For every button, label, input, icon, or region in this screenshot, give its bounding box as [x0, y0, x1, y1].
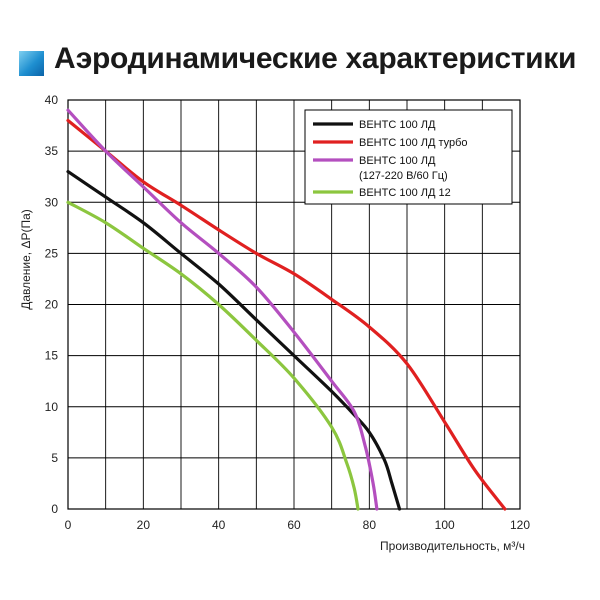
plot-frame — [67, 99, 521, 510]
legend: ВЕНТС 100 ЛД ВЕНТС 100 ЛД турбо ВЕНТС 100 … — [304, 109, 513, 205]
series-vents-100-ld-12-line — [66, 200, 360, 511]
y-tick-label: 25 — [45, 246, 59, 260]
y-tick-label: 0 — [51, 502, 58, 516]
y-tick-label: 10 — [45, 400, 59, 414]
tick-labels: 0 20 40 60 80 100 120 0 5 10 15 20 25 30 35 40 — [45, 93, 531, 532]
chart-title: Аэродинамические характеристики — [54, 42, 577, 75]
title-icon — [19, 51, 44, 76]
y-tick-label: 20 — [45, 298, 59, 312]
legend-label-line2: (127-220 В/60 Гц) — [359, 170, 448, 182]
x-tick-label: 100 — [435, 518, 455, 532]
y-axis-label: Давление, ΔP(Па) — [19, 209, 33, 310]
y-tick-label: 40 — [45, 93, 59, 107]
x-tick-label: 80 — [363, 518, 377, 532]
y-tick-label: 30 — [45, 195, 59, 209]
y-tick-label: 35 — [45, 144, 59, 158]
legend-label: ВЕНТС 100 ЛД турбо — [359, 137, 468, 149]
series-lines — [66, 108, 507, 511]
y-tick-label: 15 — [45, 349, 59, 363]
x-tick-label: 0 — [65, 518, 72, 532]
series-vents-100-ld-60hz-line — [66, 108, 379, 511]
legend-label: ВЕНТС 100 ЛД 12 — [359, 187, 451, 199]
x-tick-label: 60 — [287, 518, 301, 532]
x-axis-label: Производительность, м³/ч — [380, 539, 525, 553]
x-tick-label: 120 — [510, 518, 530, 532]
legend-label: ВЕНТС 100 ЛД — [359, 119, 436, 131]
x-tick-label: 40 — [212, 518, 226, 532]
series-vents-100-ld-turbo-line — [66, 118, 507, 511]
legend-label: ВЕНТС 100 ЛД — [359, 155, 436, 167]
series-vents-100-ld-line — [66, 170, 402, 511]
legend-box — [304, 109, 513, 205]
y-tick-label: 5 — [51, 451, 58, 465]
x-tick-label: 20 — [137, 518, 151, 532]
